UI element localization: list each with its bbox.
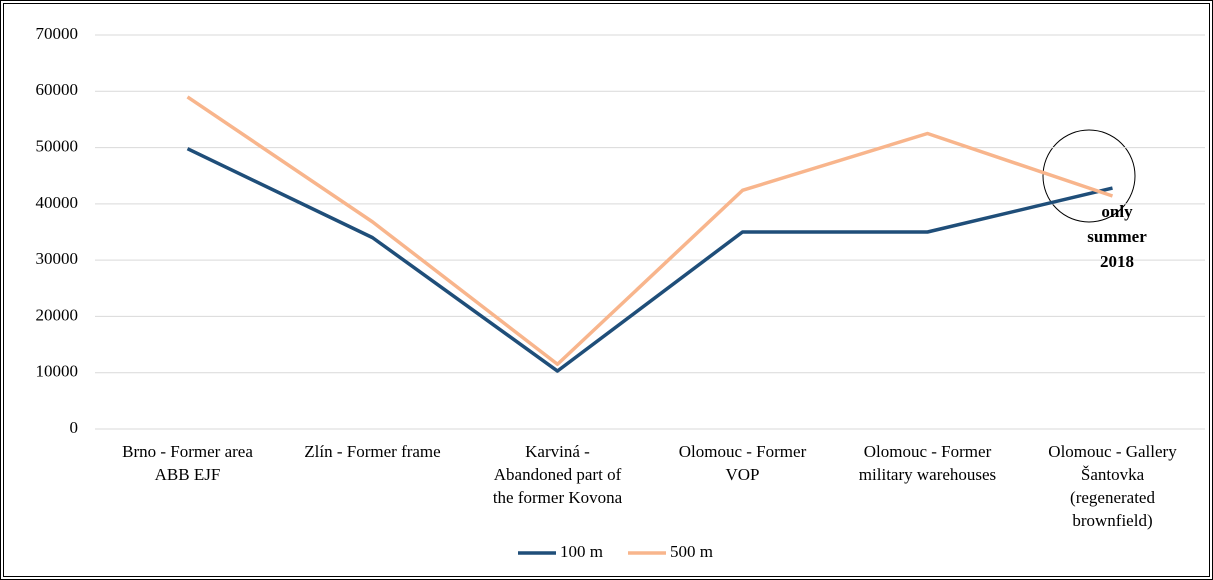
annotation-circle — [1042, 129, 1136, 223]
line-series — [186, 95, 1114, 367]
y-tick-label: 50000 — [36, 136, 79, 155]
y-tick-label: 60000 — [36, 80, 79, 99]
line-series — [186, 147, 1113, 373]
y-tick-label: 40000 — [36, 193, 79, 212]
y-tick-label: 20000 — [36, 305, 79, 324]
y-tick-label: 70000 — [36, 24, 79, 43]
annotation-text: only — [1101, 202, 1133, 221]
x-tick-label: Olomouc - Former VOP — [678, 442, 807, 484]
x-tick-label: Olomouc - Gallery Šantovka (regenerated … — [1048, 442, 1177, 530]
x-tick-label: Zlín - Former frame — [304, 442, 441, 461]
y-tick-label: 0 — [70, 418, 79, 437]
legend-label: 500 m — [670, 542, 713, 561]
x-tick-label: Karviná - Abandoned part of the former K… — [492, 442, 623, 507]
y-tick-label: 10000 — [36, 362, 79, 381]
annotation-text: 2018 — [1100, 252, 1134, 271]
x-tick-label: Brno - Former area ABB EJF — [122, 442, 253, 484]
annotation-text: summer — [1087, 227, 1147, 246]
x-tick-label: Olomouc - Former military warehouses — [858, 442, 997, 484]
y-tick-label: 30000 — [36, 249, 79, 268]
legend-label: 100 m — [560, 542, 603, 561]
